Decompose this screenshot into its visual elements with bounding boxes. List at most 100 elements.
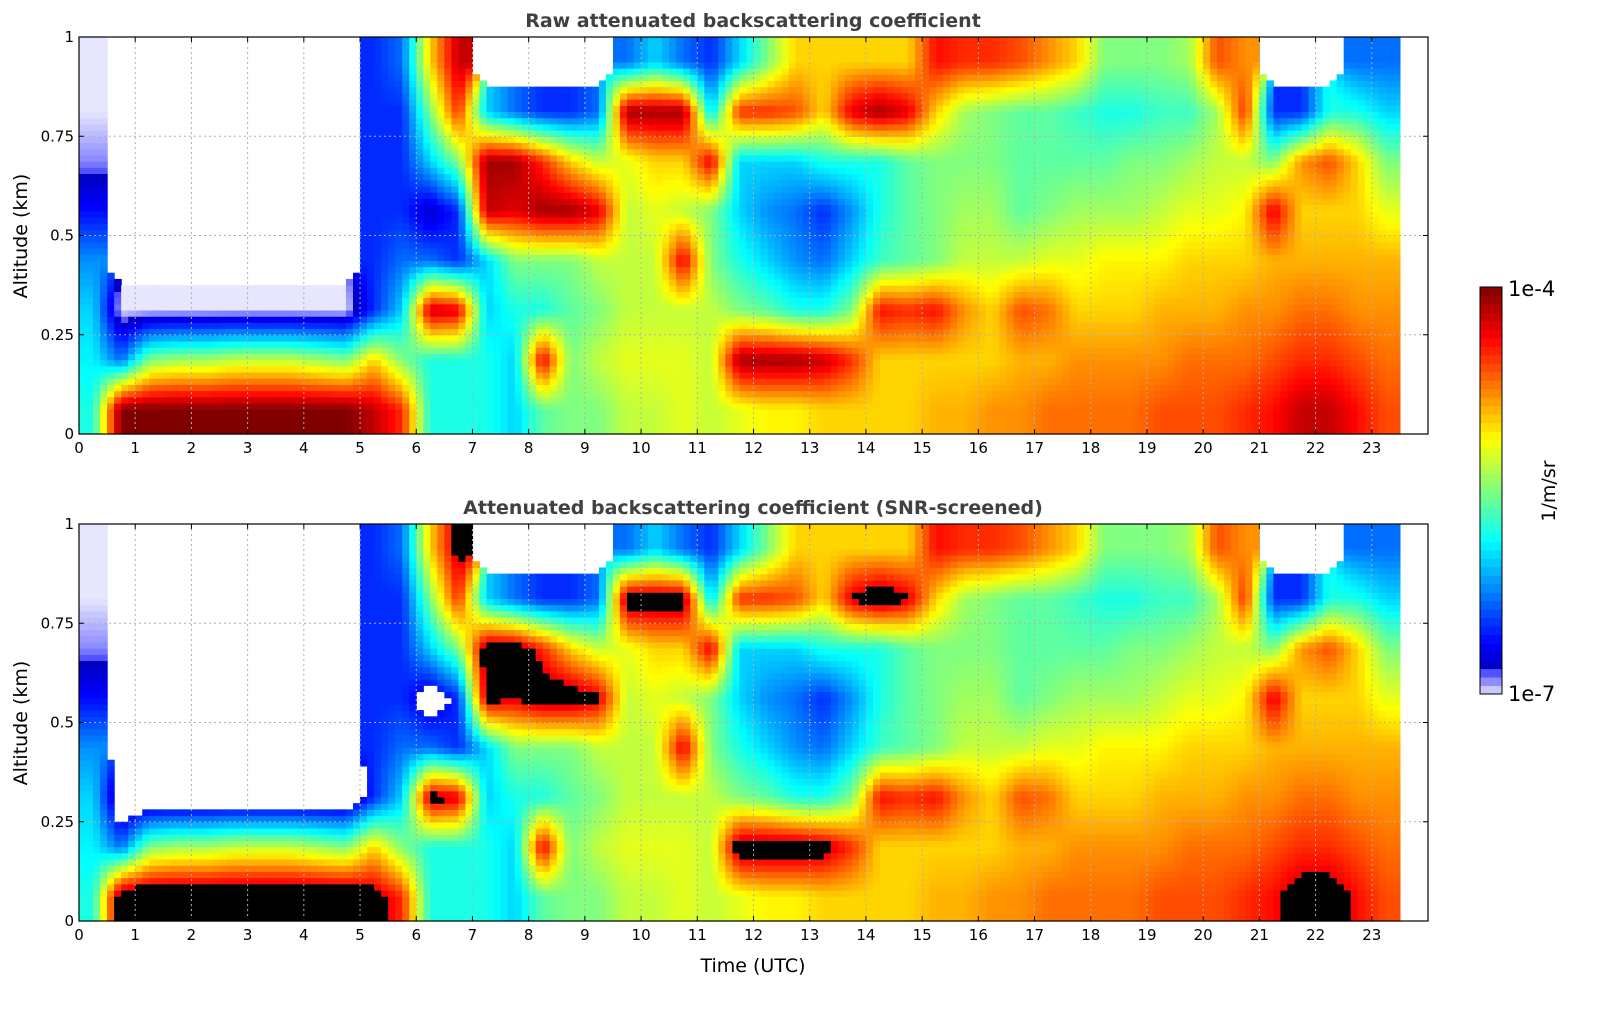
heatmap-cell: [233, 285, 242, 292]
heatmap-cell: [788, 198, 797, 206]
heatmap-cell: [753, 111, 762, 119]
heatmap-cell: [437, 334, 445, 342]
heatmap-cell: [149, 415, 157, 423]
heatmap-cell: [142, 297, 150, 305]
heatmap-cell: [760, 353, 769, 361]
heatmap-cell: [788, 309, 797, 317]
heatmap-cell: [395, 167, 403, 175]
heatmap-cell: [711, 117, 719, 125]
heatmap-cell: [521, 278, 530, 286]
heatmap-cell: [184, 359, 193, 367]
heatmap-cell: [746, 359, 755, 367]
heatmap-cell: [528, 229, 537, 237]
heatmap-cell: [86, 99, 94, 106]
heatmap-cell: [725, 117, 734, 125]
heatmap-cell: [781, 74, 790, 82]
heatmap-cell: [612, 353, 621, 361]
heatmap-cell: [458, 285, 467, 292]
heatmap-cell: [634, 216, 642, 224]
heatmap-cell: [177, 427, 185, 435]
heatmap-cell: [718, 55, 726, 63]
heatmap-cell: [170, 409, 178, 416]
heatmap-cell: [641, 247, 649, 255]
heatmap-cell: [486, 359, 495, 367]
heatmap-cell: [268, 384, 277, 392]
heatmap-cell: [303, 316, 312, 323]
heatmap-cell: [296, 309, 305, 317]
heatmap-cell: [191, 409, 200, 416]
heatmap-cell: [577, 353, 586, 361]
heatmap-cell: [760, 74, 769, 82]
heatmap-cell: [500, 142, 509, 150]
heatmap-cell: [416, 235, 424, 243]
heatmap-cell: [149, 402, 157, 410]
heatmap-cell: [662, 278, 670, 286]
heatmap-cell: [465, 340, 474, 348]
heatmap-cell: [732, 49, 741, 57]
heatmap-cell: [416, 229, 424, 237]
heatmap-cell: [261, 384, 270, 392]
heatmap-cell: [451, 86, 460, 94]
heatmap-cell: [788, 260, 797, 268]
heatmap-cell: [669, 92, 677, 100]
heatmap-cell: [584, 136, 593, 144]
heatmap-cell: [409, 309, 417, 317]
heatmap-cell: [345, 285, 354, 292]
heatmap-cell: [240, 340, 249, 348]
heatmap-cell: [648, 371, 656, 379]
heatmap-cell: [514, 309, 523, 317]
heatmap-cell: [93, 235, 101, 243]
heatmap-cell: [732, 309, 741, 317]
heatmap-cell: [676, 198, 684, 206]
heatmap-cell: [788, 80, 797, 88]
heatmap-cell: [100, 105, 108, 113]
heatmap-cell: [767, 179, 776, 187]
heatmap-cell: [598, 353, 607, 361]
heatmap-cell: [556, 161, 565, 168]
heatmap-cell: [655, 148, 663, 156]
heatmap-cell: [507, 154, 516, 162]
heatmap-cell: [641, 309, 649, 317]
heatmap-cell: [107, 396, 115, 404]
heatmap-cell: [739, 322, 748, 330]
heatmap-cell: [767, 74, 776, 82]
heatmap-cell: [577, 173, 586, 181]
heatmap-cell: [753, 278, 762, 286]
heatmap-cell: [479, 359, 488, 367]
heatmap-cell: [451, 272, 460, 280]
heatmap-cell: [500, 334, 509, 342]
heatmap-cell: [360, 86, 368, 94]
heatmap-cell: [423, 254, 431, 261]
heatmap-cell: [612, 247, 621, 255]
heatmap-cell: [746, 179, 755, 187]
heatmap-cell: [93, 371, 101, 379]
heatmap-cell: [753, 322, 762, 330]
heatmap-cell: [472, 340, 481, 348]
heatmap-cell: [528, 204, 537, 212]
heatmap-cell: [261, 415, 270, 423]
heatmap-cell: [409, 49, 417, 57]
heatmap-cell: [444, 49, 452, 57]
heatmap-cell: [444, 241, 452, 249]
heatmap-cell: [198, 291, 207, 299]
heatmap-cell: [556, 384, 565, 392]
heatmap-cell: [598, 415, 607, 423]
heatmap-cell: [648, 204, 656, 212]
heatmap-cell: [669, 105, 677, 113]
heatmap-cell: [521, 229, 530, 237]
heatmap-cell: [535, 260, 544, 268]
heatmap-cell: [444, 347, 452, 354]
heatmap-cell: [662, 359, 670, 367]
heatmap-cell: [219, 384, 228, 392]
heatmap-cell: [612, 334, 621, 342]
heatmap-cell: [690, 223, 698, 230]
heatmap-cell: [296, 340, 305, 348]
heatmap-cell: [472, 192, 481, 199]
heatmap-cell: [542, 99, 551, 106]
heatmap-cell: [486, 161, 495, 168]
heatmap-cell: [353, 409, 361, 416]
heatmap-cell: [395, 74, 403, 82]
heatmap-cell: [711, 297, 719, 305]
heatmap-cell: [338, 303, 347, 311]
heatmap-cell: [690, 80, 698, 88]
